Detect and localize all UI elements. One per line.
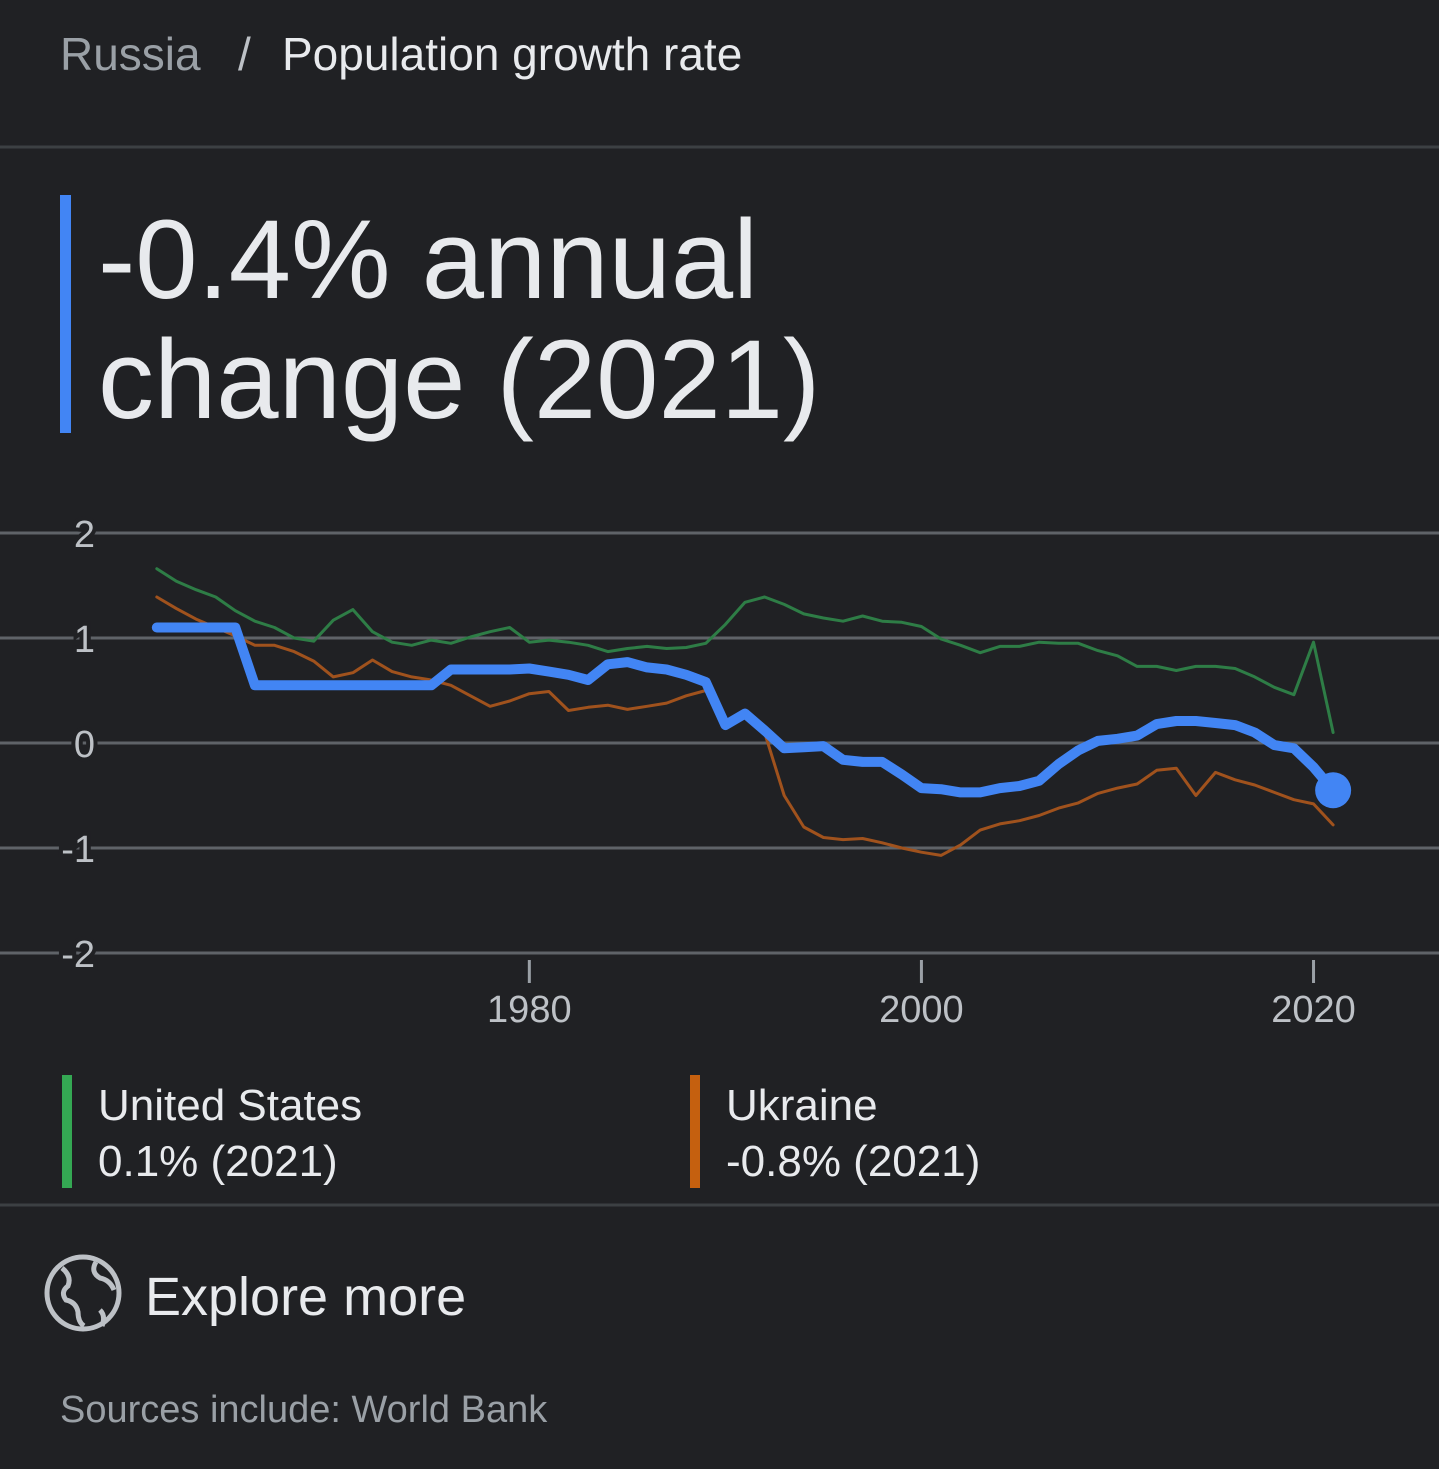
y-tick-label: 2 bbox=[74, 514, 95, 556]
headline: change (2021) bbox=[98, 317, 820, 442]
plot: 2 1 0 -1 -2 1980 2000 2020 bbox=[0, 510, 1439, 1031]
y-tick-label: 0 bbox=[74, 724, 95, 766]
x-tick-label: 2000 bbox=[879, 989, 964, 1031]
breadcrumb-separator: / bbox=[238, 28, 251, 80]
headline: -0.4% annual bbox=[98, 197, 758, 322]
last-point bbox=[1315, 772, 1352, 809]
breadcrumb-parent[interactable]: Russia bbox=[60, 28, 201, 80]
legend-value: -0.8% (2021) bbox=[726, 1137, 980, 1186]
y-tick-label: -1 bbox=[61, 829, 95, 871]
sources: Sources include: World Bank bbox=[60, 1389, 548, 1431]
legend: United States 0.1% (2021) Ukraine -0.8% (20… bbox=[62, 1075, 980, 1188]
headline-bar bbox=[60, 195, 71, 433]
legend-swatch bbox=[62, 1075, 72, 1188]
series-line bbox=[155, 567, 1335, 734]
x-tick-label: 1980 bbox=[487, 989, 572, 1031]
legend-swatch bbox=[690, 1075, 700, 1188]
explore-more[interactable]: Explore more bbox=[145, 1267, 466, 1327]
breadcrumb-current: Population growth rate bbox=[282, 28, 742, 80]
legend-value: 0.1% (2021) bbox=[98, 1137, 338, 1186]
legend-name: United States bbox=[98, 1081, 362, 1130]
globe-icon bbox=[44, 1254, 122, 1332]
y-tick-label: -2 bbox=[61, 934, 95, 976]
x-tick-label: 2020 bbox=[1271, 989, 1356, 1031]
series-line bbox=[151, 622, 1339, 798]
legend-name: Ukraine bbox=[726, 1081, 878, 1130]
y-tick-label: 1 bbox=[74, 619, 95, 661]
